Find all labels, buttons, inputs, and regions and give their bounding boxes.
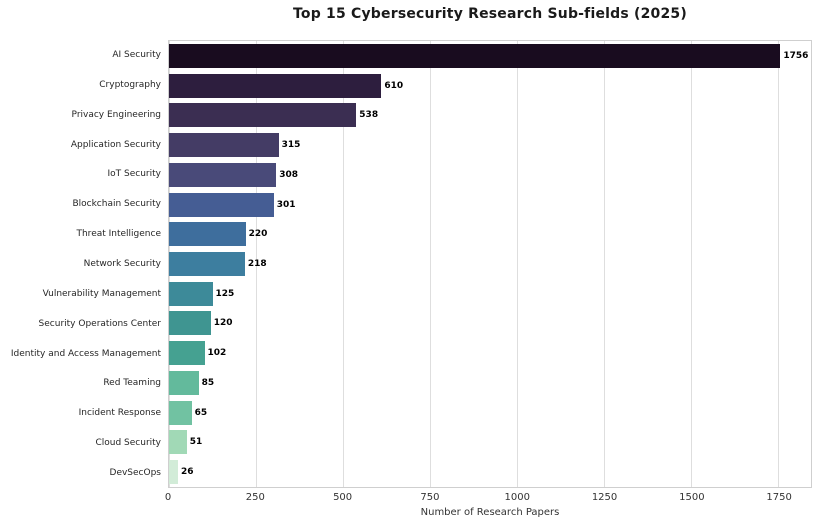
bar-value-label: 26: [181, 467, 194, 478]
category-label: Cloud Security: [95, 438, 161, 449]
bar-row: 538: [169, 100, 811, 130]
category-label: Network Security: [83, 258, 161, 269]
category-label: AI Security: [112, 49, 161, 60]
bar-value-label: 218: [247, 259, 267, 269]
x-tick-label: 0: [164, 492, 172, 503]
bar: [169, 341, 205, 366]
bar: [169, 281, 213, 306]
bar-value-label: 120: [213, 318, 233, 329]
x-tick-label: 1000: [504, 492, 530, 503]
x-axis-ticks: 0 250 500 750 1000 1250 1500 1750: [164, 492, 812, 504]
category-label: Cryptography: [99, 79, 161, 90]
bars: 1756 610 538 315 308 301 220 218 125 120 102 85 65 51…: [169, 41, 811, 487]
category-label: IoT Security: [107, 169, 161, 180]
bar: [169, 430, 187, 455]
bar-value-label: 308: [279, 169, 299, 180]
bar-row: 120: [169, 309, 811, 339]
x-tick-label: 1500: [679, 492, 705, 503]
category-label: Red Teaming: [103, 378, 161, 389]
gridline: [778, 41, 780, 487]
x-axis-label: Number of Research Papers: [420, 507, 560, 518]
gridline: [691, 41, 693, 487]
category-label: Blockchain Security: [72, 199, 161, 210]
bar: [169, 73, 382, 98]
bar-value-label: 315: [281, 140, 301, 151]
bar-value-label: 51: [189, 437, 203, 448]
bar-row: 1756: [169, 41, 811, 71]
bar-row: 610: [169, 71, 811, 101]
x-tick-label: 500: [333, 492, 353, 503]
category-label: Privacy Engineering: [71, 109, 161, 120]
bar-row: 315: [169, 130, 811, 160]
bar-row: 51: [169, 428, 811, 458]
gridline: [517, 41, 519, 487]
bar-row: 308: [169, 160, 811, 190]
bar-row: 218: [169, 249, 811, 279]
bar-value-label: 102: [207, 348, 227, 359]
bar-value-label: 610: [384, 80, 404, 91]
bar-value-label: 85: [201, 377, 215, 388]
bar: [169, 222, 246, 247]
bar: [169, 192, 274, 217]
category-label: Security Operations Center: [38, 318, 161, 329]
x-tick-label: 750: [420, 492, 440, 503]
bar-row: 26: [169, 457, 811, 487]
y-axis-labels: AI Security Cryptography Privacy Engineeri…: [0, 40, 161, 488]
bar-value-label: 1756: [783, 50, 809, 61]
bar-value-label: 301: [276, 199, 296, 210]
bar: [169, 311, 211, 336]
category-label: Incident Response: [78, 408, 161, 419]
bar: [169, 252, 245, 276]
bar-row: 125: [169, 279, 811, 309]
bar-row: 301: [169, 190, 811, 220]
bar: [169, 133, 279, 158]
bar: [169, 103, 357, 128]
plot-area: 1756 610 538 315 308 301 220 218 125 120 102 85 65 51…: [168, 40, 812, 488]
bar-row: 65: [169, 398, 811, 428]
x-tick-label: 1750: [766, 492, 792, 503]
bar-value-label: 220: [248, 229, 268, 240]
bar-row: 102: [169, 338, 811, 368]
x-tick-label: 250: [245, 492, 265, 503]
category-label: DevSecOps: [109, 467, 161, 478]
gridline: [430, 41, 432, 487]
bar: [169, 370, 199, 395]
bar: [169, 460, 179, 485]
gridline: [604, 41, 606, 487]
category-label: Identity and Access Management: [10, 348, 161, 359]
bar-value-label: 125: [215, 288, 235, 299]
bar: [169, 400, 192, 425]
gridline: [256, 41, 258, 487]
category-label: Application Security: [70, 139, 161, 150]
x-tick-label: 1250: [591, 492, 618, 503]
bar-row: 85: [169, 368, 811, 398]
gridline: [343, 41, 345, 487]
bar: [169, 43, 781, 68]
chart-title: Top 15 Cybersecurity Research Sub-fields…: [293, 6, 687, 22]
category-label: Threat Intelligence: [76, 229, 161, 240]
category-label: Vulnerability Management: [42, 288, 161, 299]
bar: [169, 162, 277, 187]
bar-value-label: 65: [194, 407, 208, 418]
bar-value-label: 538: [359, 110, 379, 121]
bar-row: 220: [169, 219, 811, 249]
